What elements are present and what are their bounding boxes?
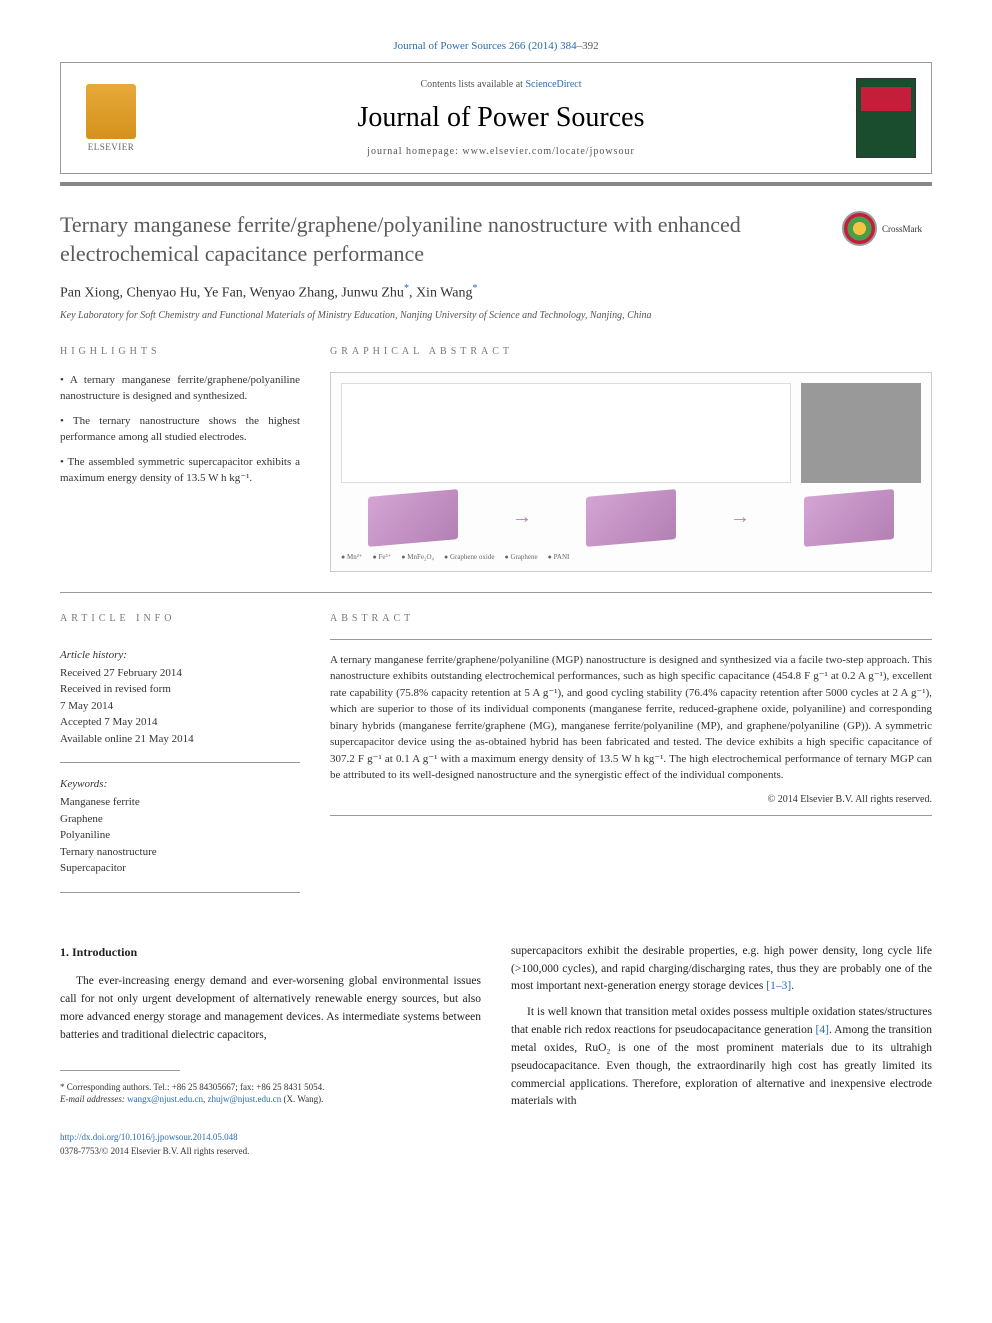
article-history: Received 27 February 2014 Received in re… [60,665,300,748]
section-divider [60,592,932,593]
citation-link[interactable]: Journal of Power Sources 266 (2014) 384 [393,40,576,52]
reference-link[interactable]: [4] [816,1024,829,1036]
abstract-text: A ternary manganese ferrite/graphene/pol… [330,652,932,784]
doi: http://dx.doi.org/10.1016/j.jpowsour.201… [60,1131,481,1145]
highlight-item: A ternary manganese ferrite/graphene/pol… [60,372,300,405]
highlights-list: A ternary manganese ferrite/graphene/pol… [60,372,300,487]
publisher-logo: ELSEVIER [76,78,146,158]
ga-synthesis-diagram: → → [341,491,921,545]
journal-cover-thumbnail [856,78,916,158]
publisher-name: ELSEVIER [88,142,135,152]
ga-chart [341,383,791,483]
crossmark-badge[interactable]: CrossMark [842,211,932,246]
email-link[interactable]: zhujw@njust.edu.cn [207,1094,281,1104]
body-paragraph: The ever-increasing energy demand and ev… [60,973,481,1044]
body-paragraph: supercapacitors exhibit the desirable pr… [511,943,932,996]
highlights-heading: HIGHLIGHTS [60,346,300,357]
journal-homepage: journal homepage: www.elsevier.com/locat… [146,146,856,157]
doi-link[interactable]: http://dx.doi.org/10.1016/j.jpowsour.201… [60,1132,238,1142]
corresponding-author: * Corresponding authors. Tel.: +86 25 84… [60,1081,481,1106]
elsevier-tree-icon [86,84,136,139]
history-label: Article history: [60,649,300,661]
header-divider [60,182,932,186]
journal-name: Journal of Power Sources [146,102,856,134]
graphical-abstract-heading: GRAPHICAL ABSTRACT [330,346,932,357]
journal-header-box: ELSEVIER Contents lists available at Sci… [60,62,932,174]
body-paragraph: It is well known that transition metal o… [511,1004,932,1111]
abstract-heading: ABSTRACT [330,613,932,624]
issn-copyright: 0378-7753/© 2014 Elsevier B.V. All right… [60,1145,481,1159]
graphical-abstract-figure: → → Mn²⁺ Fe³⁺ MnFe₂O₄ Graphene oxide Gra… [330,372,932,572]
highlight-item: The assembled symmetric supercapacitor e… [60,454,300,487]
article-title: Ternary manganese ferrite/graphene/polya… [60,211,822,268]
article-info-heading: ARTICLE INFO [60,613,300,624]
corresponding-divider [60,1070,180,1071]
highlight-item: The ternary nanostructure shows the high… [60,413,300,446]
abstract-copyright: © 2014 Elsevier B.V. All rights reserved… [330,794,932,805]
intro-heading: 1. Introduction [60,943,481,962]
citation-header: Journal of Power Sources 266 (2014) 384–… [60,40,932,52]
ga-tem-image [801,383,921,483]
keywords-label: Keywords: [60,778,300,790]
email-link[interactable]: wangx@njust.edu.cn [127,1094,203,1104]
authors-list: Pan Xiong, Chenyao Hu, Ye Fan, Wenyao Zh… [60,283,932,302]
crossmark-icon [842,211,877,246]
ga-legend: Mn²⁺ Fe³⁺ MnFe₂O₄ Graphene oxide Graphen… [341,553,921,561]
contents-available: Contents lists available at ScienceDirec… [146,79,856,90]
affiliation: Key Laboratory for Soft Chemistry and Fu… [60,310,932,321]
reference-link[interactable]: [1–3] [766,980,791,992]
keywords-list: Manganese ferrite Graphene Polyaniline T… [60,794,300,877]
crossmark-label: CrossMark [882,224,922,234]
sciencedirect-link[interactable]: ScienceDirect [525,79,581,90]
